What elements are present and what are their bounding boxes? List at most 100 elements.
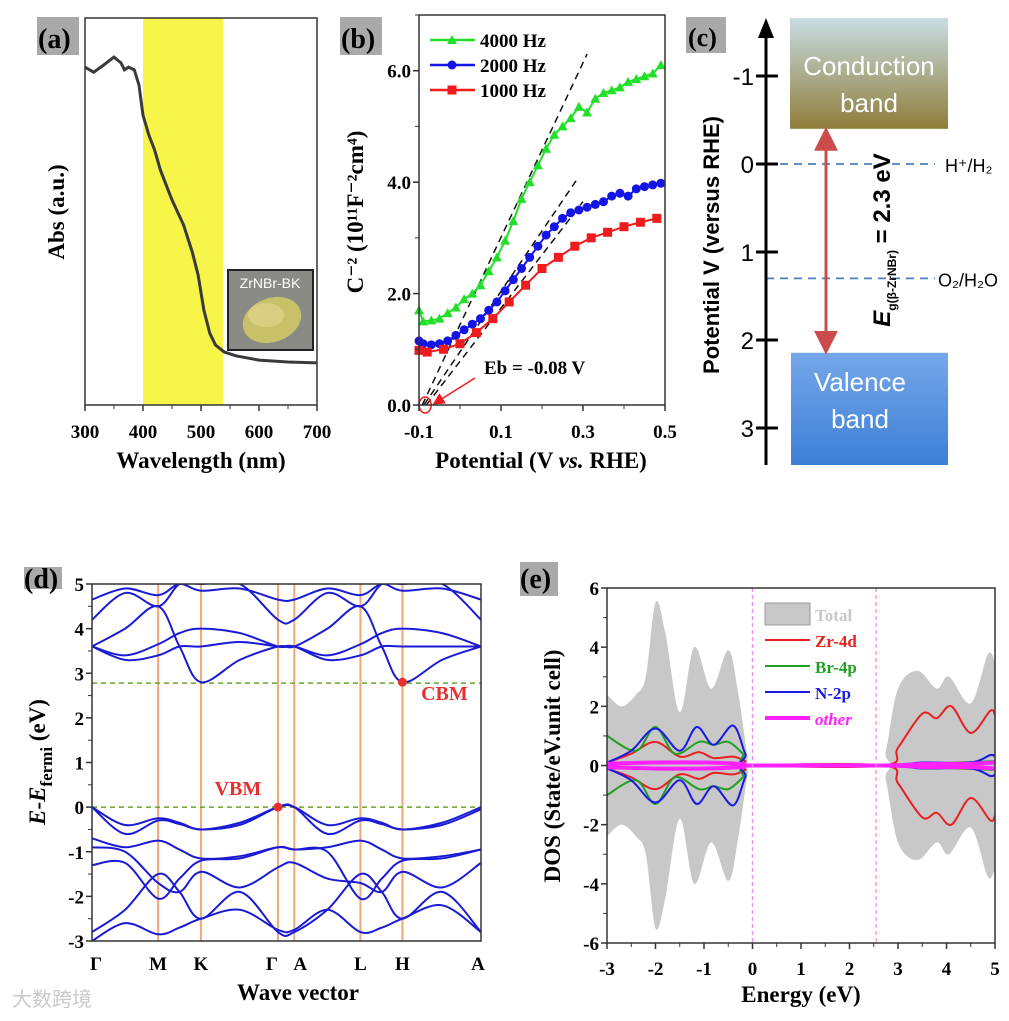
redox-level-label: H⁺/H₂: [945, 156, 993, 176]
x-tick-label: 2: [845, 959, 855, 980]
series-4000-hz: [414, 60, 666, 326]
data-point-triangle: [606, 85, 617, 95]
legend-swatch: [764, 602, 811, 626]
valence-band-box: [791, 352, 948, 465]
data-point-triangle: [614, 82, 625, 92]
legend-item: 4000 Hz: [430, 31, 547, 52]
eb-annotation: Eb = -0.08 V: [484, 358, 586, 379]
legend-item: 2000 Hz: [430, 56, 547, 77]
data-point-circle: [648, 180, 658, 190]
data-point-circle: [533, 241, 543, 251]
y-tick-label: 2.0: [387, 285, 411, 306]
data-point-square: [488, 314, 498, 324]
data-point-circle: [459, 325, 469, 335]
data-point-triangle: [598, 88, 609, 97]
y-tick-label: 2: [590, 697, 600, 718]
y-tick-label: 6.0: [387, 62, 411, 83]
data-point-square: [521, 280, 531, 290]
data-point-triangle: [582, 107, 593, 117]
data-point-triangle: [418, 316, 429, 326]
x-tick-label: 0.5: [653, 422, 677, 443]
series-other: [606, 760, 996, 771]
data-point-triangle: [647, 68, 658, 78]
panel-a-absorbance: 300 400 500 600 700 (a) ZrNBr-BK Abs (a.u.) …: [37, 17, 331, 473]
cbm-label: CBM: [421, 683, 468, 705]
data-point-square: [586, 233, 596, 243]
data-point-triangle: [623, 76, 634, 86]
data-point-circle: [484, 305, 494, 315]
legend-label: other: [815, 710, 852, 729]
x-tick-label: 1: [796, 959, 806, 980]
band-line: [92, 605, 481, 684]
y-tick-label: 3: [741, 416, 754, 443]
band-line: [92, 804, 481, 831]
y-tick-label: 6: [590, 579, 600, 600]
data-point-circle: [517, 264, 526, 273]
data-point-circle: [443, 336, 453, 346]
x-tick-label: 4: [942, 959, 952, 980]
data-point-triangle: [565, 113, 576, 123]
legend-item: other: [765, 710, 852, 729]
data-point-square: [471, 328, 481, 338]
legend-label: 1000 Hz: [480, 81, 547, 102]
x-tick-label: 0.1: [489, 422, 513, 443]
y-tick-label: 4: [590, 638, 600, 659]
data-point-circle: [525, 252, 535, 262]
y-tick-label: 1: [741, 240, 754, 267]
legend-label: N-2p: [815, 684, 851, 703]
valence-band-label: band: [831, 404, 889, 434]
data-point-square: [553, 252, 563, 262]
panel-a-xlabel: Wavelength (nm): [116, 448, 285, 473]
series-line: [418, 217, 658, 354]
data-point-circle: [447, 60, 457, 70]
x-tick-label: -2: [648, 959, 664, 980]
y-tick-label: 0.0: [387, 396, 411, 417]
data-point-square: [504, 297, 514, 307]
data-point-triangle: [483, 266, 494, 276]
conduction-band-label: Conduction: [803, 51, 935, 81]
panel-c-label-bg: [686, 17, 726, 53]
k-point-label: Γ: [266, 954, 278, 975]
redox-level-label: O₂/H₂O: [938, 270, 998, 290]
data-point-triangle: [655, 60, 666, 70]
data-point-circle: [566, 208, 576, 218]
data-point-circle: [607, 191, 617, 201]
data-point-square: [570, 241, 580, 251]
data-point-circle: [426, 340, 436, 350]
data-point-circle: [574, 205, 584, 215]
data-point-triangle: [442, 308, 453, 318]
data-point-circle: [631, 184, 641, 194]
conduction-band-label: band: [840, 88, 898, 118]
panel-b-label: (b): [341, 24, 375, 55]
data-point-triangle: [532, 160, 543, 170]
y-tick-label: -6: [583, 934, 599, 955]
panel-b-plot-area: 4000 Hz 2000 Hz 1000 Hz Eb = -0.08 V 0.0 2.0 4…: [387, 14, 677, 443]
data-point-triangle: [467, 288, 478, 298]
panel-e-xlabel: Energy (eV): [741, 982, 860, 1007]
k-point-label: H: [395, 954, 410, 975]
bandgap-label: Eg(β-ZrNBr) = 2.3 eV: [869, 153, 899, 326]
data-point-triangle: [524, 177, 535, 187]
x-tick-label: -1: [696, 959, 712, 980]
panel-a-ylabel: Abs (a.u.): [44, 164, 69, 259]
data-point-triangle: [491, 252, 502, 262]
panel-d-ylabel: E-Efermi (eV): [25, 699, 56, 826]
data-point-circle: [558, 213, 567, 223]
axis-arrow-icon: [758, 18, 774, 38]
data-point-circle: [623, 191, 633, 201]
panel-e-dos: Total Zr-4d Br-4p N-2p other -6 -4 -2 0 2 4 6 -3 -2 -1…: [520, 562, 1000, 1007]
data-point-circle: [582, 202, 592, 212]
band-line: [92, 904, 481, 941]
data-point-square: [635, 217, 645, 227]
conduction-band: Conduction band: [790, 18, 948, 129]
x-tick-label: 0: [748, 959, 758, 980]
data-point-square: [439, 344, 449, 354]
data-point-circle: [656, 178, 666, 188]
data-point-triangle: [573, 101, 584, 111]
highlight-band: [143, 18, 224, 405]
data-point-circle: [640, 182, 649, 192]
legend-label: Br-4p: [815, 658, 857, 677]
band-line: [92, 641, 481, 662]
y-tick-label: -2: [68, 887, 84, 908]
